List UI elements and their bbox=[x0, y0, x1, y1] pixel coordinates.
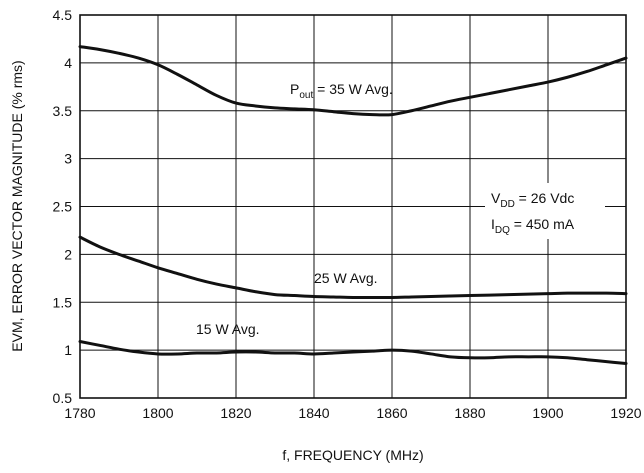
x-tick-label: 1820 bbox=[220, 405, 251, 421]
x-axis-title: f, FREQUENCY (MHz) bbox=[282, 447, 423, 463]
y-tick-label: 1 bbox=[64, 342, 72, 358]
plot-frame bbox=[79, 14, 627, 399]
series-line-25w bbox=[78, 235, 628, 299]
series-label-35w: Pout = 35 W Avg. bbox=[290, 81, 393, 101]
y-tick-label: 2.5 bbox=[53, 199, 73, 215]
y-tick-label: 2 bbox=[64, 246, 72, 262]
y-axis-title: EVM, ERROR VECTOR MAGNITUDE (% rms) bbox=[9, 60, 25, 351]
x-tick-label: 1860 bbox=[376, 405, 407, 421]
x-tick-label: 1880 bbox=[454, 405, 485, 421]
series-line-15w bbox=[78, 340, 628, 366]
series-curves bbox=[78, 45, 628, 366]
y-tick-label: 3.5 bbox=[53, 103, 73, 119]
x-tick-label: 1900 bbox=[532, 405, 563, 421]
vdd-annotation: VDD = 26 Vdc bbox=[491, 190, 574, 210]
conditions-box bbox=[485, 183, 605, 239]
x-tick-label: 1780 bbox=[64, 405, 95, 421]
x-tick-label: 1840 bbox=[298, 405, 329, 421]
y-tick-label: 1.5 bbox=[53, 294, 73, 310]
x-tick-label: 1920 bbox=[610, 405, 641, 421]
x-tick-label: 1800 bbox=[142, 405, 173, 421]
x-tick-labels: 1780 1800 1820 1840 1860 1880 1900 1920 bbox=[64, 405, 641, 421]
y-tick-label: 3 bbox=[64, 151, 72, 167]
series-line-35w bbox=[78, 45, 628, 117]
idq-annotation: IDQ = 450 mA bbox=[491, 216, 575, 236]
y-tick-labels: 0.5 1 1.5 2 2.5 3 3.5 4 4.5 bbox=[53, 7, 73, 406]
series-label-25w: 25 W Avg. bbox=[314, 270, 378, 286]
y-tick-label: 4.5 bbox=[53, 7, 73, 23]
y-tick-label: 4 bbox=[64, 55, 72, 71]
y-tick-label: 0.5 bbox=[53, 390, 73, 406]
series-label-15w: 15 W Avg. bbox=[196, 321, 260, 337]
